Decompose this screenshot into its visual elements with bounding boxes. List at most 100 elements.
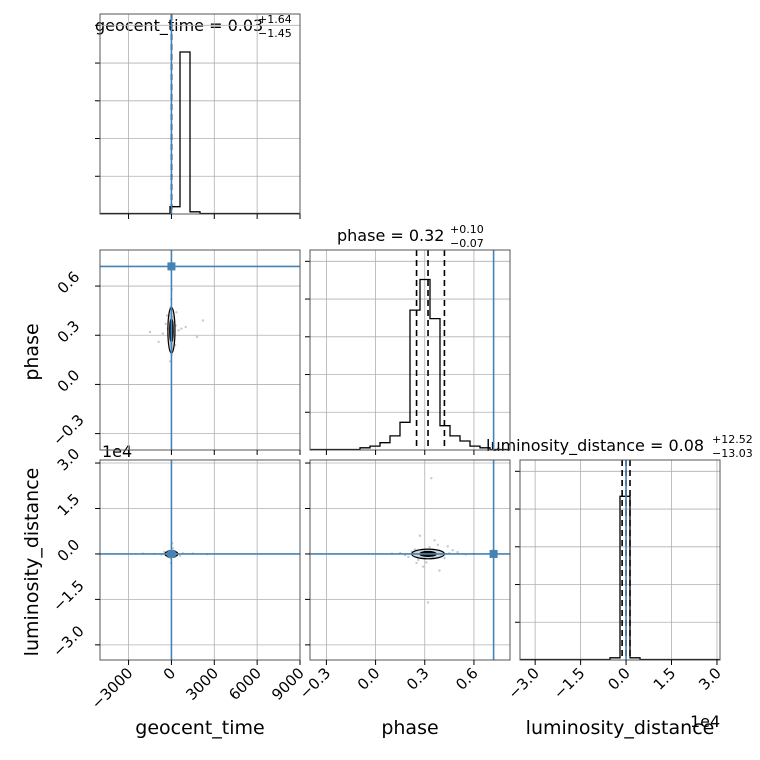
gridlines [100, 250, 301, 450]
panel-contents [310, 250, 510, 450]
histogram-bar [440, 426, 450, 450]
sample-point [446, 545, 449, 548]
sample-point [180, 327, 183, 330]
sample-point [433, 539, 436, 542]
tick-label-x: −0.3 [296, 664, 334, 702]
tick-label-y: −3.0 [49, 622, 87, 660]
sample-point [416, 558, 420, 562]
tick-label-y: 0.0 [54, 366, 84, 396]
histogram-bar [430, 319, 440, 450]
sample-point [451, 549, 454, 552]
title-luminosity-distance-plus: +12.52 [712, 433, 753, 446]
tick-label-y: 0.0 [54, 536, 84, 566]
truth-marker [167, 549, 176, 558]
gridlines [100, 460, 301, 660]
sample-point [436, 543, 440, 547]
gridlines [310, 460, 510, 660]
sample-point [425, 561, 428, 564]
title-phase: phase = 0.32 [337, 226, 444, 245]
sample-point [438, 569, 441, 572]
tick-label-x: 0 [160, 664, 179, 683]
sample-point [184, 325, 187, 329]
sample-point [148, 330, 152, 334]
ylabel-luminosity-distance: luminosity_distance [21, 468, 43, 657]
sample-point [407, 555, 410, 559]
tick-label-x: 1.5 [650, 664, 680, 694]
panel-phase-geocent_time: −0.3 0.0 0.3 0.6 [49, 249, 301, 455]
tick-label-x: 0.0 [354, 664, 384, 694]
offset-label-left: 1e4 [102, 442, 132, 461]
tick-label-x: 6000 [225, 664, 265, 704]
title-geocent-time-plus: +1.64 [258, 13, 292, 26]
tick-label-x: −3.0 [504, 664, 542, 702]
tick-label-y: 3.0 [54, 445, 84, 475]
ylabel-phase: phase [21, 323, 43, 380]
histogram-bar [400, 422, 410, 450]
gridlines [100, 14, 301, 214]
sample-point [164, 322, 167, 325]
sample-point [157, 340, 160, 344]
sample-point [165, 314, 169, 317]
histogram-bar [460, 441, 470, 450]
title-luminosity-distance: luminosity_distance = 0.08 [486, 436, 704, 456]
histogram-bar [390, 436, 400, 450]
panel-frame [99, 459, 301, 661]
title-geocent-time-minus: −1.45 [258, 27, 292, 40]
tick-label-x: 0.3 [403, 664, 433, 694]
tick-label-x: 3.0 [695, 664, 725, 694]
histogram-outline [310, 278, 510, 450]
sample-point [428, 546, 431, 549]
panel-contents [100, 460, 300, 660]
sample-point [175, 311, 178, 314]
panel-frame [309, 459, 511, 661]
panel-geocent_time-geocent_time [95, 13, 301, 219]
panel-frame [519, 459, 721, 661]
sample-point [418, 534, 422, 537]
title-luminosity-distance-minus: −13.03 [712, 447, 753, 460]
panel-contents [310, 460, 510, 660]
tick-label-x: 0.0 [604, 664, 634, 694]
sample-point [430, 476, 433, 480]
title-phase-plus: +0.10 [450, 223, 484, 236]
xlabel-phase: phase [381, 717, 438, 739]
sample-point [415, 561, 418, 565]
title-phase-minus: −0.07 [450, 237, 484, 250]
tick-label-y: −1.5 [49, 577, 87, 615]
histogram-bar [450, 436, 460, 450]
sample-point [171, 547, 175, 550]
tick-label-y: 1.5 [54, 490, 84, 520]
sample-point [413, 548, 417, 551]
histogram-bar [410, 310, 420, 450]
panel-luminosity_distance-geocent_time: −3000 0 3000 6000 9000−3.0−1.50.01.53.0 [49, 445, 308, 713]
tick-label-x: −3000 [88, 664, 137, 713]
truth-marker [167, 262, 176, 271]
sample-point [178, 554, 182, 557]
sample-point [426, 601, 430, 604]
panel-luminosity_distance-phase: −0.3 0.0 0.3 0.6 [296, 459, 511, 703]
sample-point [421, 565, 425, 568]
truth-marker [489, 549, 498, 558]
tick-label-x: −1.5 [550, 664, 588, 702]
title-geocent-time: geocent_time = 0.03 [95, 16, 263, 36]
offset-label-bottom: 1e4 [690, 712, 720, 731]
tick-label-x: 0.6 [452, 664, 482, 694]
tick-label-y: 0.6 [54, 268, 84, 298]
panel-frame [99, 249, 301, 451]
sample-point [177, 329, 180, 332]
panel-frame [309, 249, 511, 451]
sample-point [195, 335, 199, 339]
panel-contents [520, 460, 720, 660]
sample-point [456, 550, 459, 554]
tick-label-y: 0.3 [54, 317, 84, 347]
histogram-bar [180, 52, 190, 214]
sample-point [201, 319, 205, 322]
histogram-bar [380, 443, 390, 450]
histogram-outline [520, 495, 720, 660]
panel-contents [100, 14, 300, 214]
panel-luminosity_distance-luminosity_distance: −3.0 −1.5 0.0 1.5 3.0 [504, 459, 725, 703]
xlabel-geocent-time: geocent_time [135, 717, 264, 739]
histogram-outline [100, 51, 300, 214]
xlabel-luminosity-distance: luminosity_distance [526, 717, 715, 739]
sample-point [161, 332, 165, 335]
panel-frame [99, 13, 301, 215]
